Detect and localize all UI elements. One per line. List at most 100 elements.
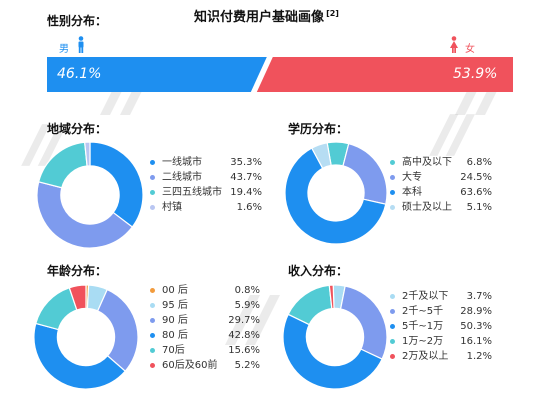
watermark-logo [21, 124, 67, 166]
legend-swatch [390, 324, 395, 329]
donut-slice [37, 141, 88, 189]
gender-bar-chart [47, 57, 513, 92]
legend-label: 60后及60前 [162, 360, 218, 371]
legend-label: 本科 [402, 187, 422, 198]
legend-swatch [150, 363, 155, 368]
legend-value: 5.2% [234, 360, 260, 371]
legend-swatch [390, 205, 395, 210]
legend-item: 一线城市 35.3% [150, 155, 262, 170]
legend-label: 00 后 [162, 285, 188, 296]
legend-item: 5千~1万 50.3% [390, 319, 492, 334]
watermark-logo [429, 114, 475, 156]
legend-value: 19.4% [230, 187, 262, 198]
legend-swatch [150, 205, 155, 210]
region-donut-chart [36, 141, 144, 249]
legend-label: 2万及以上 [402, 351, 449, 362]
legend-swatch [390, 294, 395, 299]
legend-item: 三四五线城市 19.4% [150, 185, 262, 200]
female-icon [450, 36, 458, 53]
legend-swatch [150, 190, 155, 195]
legend-label: 70后 [162, 345, 185, 356]
legend-swatch [390, 190, 395, 195]
legend-label: 高中及以下 [402, 157, 452, 168]
legend-label: 95 后 [162, 300, 188, 311]
legend-item: 95 后 5.9% [150, 298, 260, 313]
legend-label: 90 后 [162, 315, 188, 326]
legend-label: 大专 [402, 172, 422, 183]
title-ref: [2] [326, 8, 339, 18]
legend-swatch [390, 339, 395, 344]
education-section-label: 学历分布： [288, 122, 349, 136]
female-label: 女 [465, 44, 475, 55]
legend-label: 1万~2万 [402, 336, 444, 347]
legend-value: 28.9% [460, 306, 492, 317]
donut-slice [282, 313, 383, 390]
legend-label: 80 后 [162, 330, 188, 341]
title-text: 知识付费用户基础画像 [194, 10, 325, 25]
legend-item: 60后及60前 5.2% [150, 358, 260, 373]
legend-label: 2千及以下 [402, 291, 449, 302]
legend-swatch [150, 175, 155, 180]
donut-slice [33, 322, 127, 390]
legend-item: 村镇 1.6% [150, 200, 262, 215]
legend-value: 42.8% [228, 330, 260, 341]
gender-section-label: 性别分布： [47, 14, 108, 28]
legend-label: 5千~1万 [402, 321, 444, 332]
region-section-label: 地域分布： [47, 122, 108, 136]
donut-slice [36, 181, 134, 249]
legend-value: 5.9% [234, 300, 260, 311]
legend-value: 43.7% [230, 172, 262, 183]
donut-slice [68, 284, 87, 311]
legend-item: 大专 24.5% [390, 170, 492, 185]
donut-slice [96, 288, 139, 372]
education-legend: 高中及以下 6.8% 大专 24.5% 本科 63.6% 硕士及以上 5.1% [390, 155, 492, 215]
legend-value: 63.6% [460, 187, 492, 198]
donut-slice [342, 142, 388, 205]
legend-value: 3.7% [466, 291, 492, 302]
legend-value: 50.3% [460, 321, 492, 332]
watermark-logo [225, 295, 280, 345]
income-section-label: 收入分布： [288, 264, 349, 278]
donut-slice [339, 285, 388, 360]
legend-label: 三四五线城市 [162, 187, 222, 198]
legend-item: 高中及以下 6.8% [390, 155, 492, 170]
income-legend: 2千及以下 3.7% 2千~5千 28.9% 5千~1万 50.3% 1万~2万 16.1% 2… [390, 289, 492, 364]
legend-item: 90 后 29.7% [150, 313, 260, 328]
male-label: 男 [59, 44, 69, 55]
legend-item: 70后 15.6% [150, 343, 260, 358]
legend-value: 5.1% [466, 202, 492, 213]
legend-item: 00 后 0.8% [150, 283, 260, 298]
legend-label: 一线城市 [162, 157, 202, 168]
donut-slice [35, 286, 78, 331]
legend-item: 二线城市 43.7% [150, 170, 262, 185]
legend-value: 29.7% [228, 315, 260, 326]
legend-value: 1.2% [466, 351, 492, 362]
page-title: 知识付费用户基础画像 [2] [0, 6, 533, 25]
legend-label: 硕士及以上 [402, 202, 452, 213]
legend-swatch [390, 160, 395, 165]
donut-slice [84, 141, 91, 167]
age-section-label: 年龄分布： [47, 264, 108, 278]
legend-item: 本科 63.6% [390, 185, 492, 200]
legend-value: 35.3% [230, 157, 262, 168]
legend-value: 6.8% [466, 157, 492, 168]
age-legend: 00 后 0.8% 95 后 5.9% 90 后 29.7% 80 后 42.8% 70后 15.… [150, 283, 260, 373]
legend-swatch [390, 175, 395, 180]
female-value: 53.9% [453, 66, 498, 82]
age-donut-chart [33, 284, 139, 390]
legend-label: 二线城市 [162, 172, 202, 183]
legend-item: 2万及以上 1.2% [390, 349, 492, 364]
gender-bar-female [256, 57, 513, 92]
gender-bar-male [47, 57, 267, 92]
donut-slice [310, 142, 332, 170]
legend-value: 15.6% [228, 345, 260, 356]
legend-swatch [150, 288, 155, 293]
legend-swatch [150, 333, 155, 338]
legend-item: 2千及以下 3.7% [390, 289, 492, 304]
legend-value: 0.8% [234, 285, 260, 296]
region-legend: 一线城市 35.3% 二线城市 43.7% 三四五线城市 19.4% 村镇 1.6% [150, 155, 262, 215]
legend-swatch [390, 354, 395, 359]
legend-label: 2千~5千 [402, 306, 444, 317]
donut-slice [89, 141, 144, 228]
legend-swatch [150, 303, 155, 308]
